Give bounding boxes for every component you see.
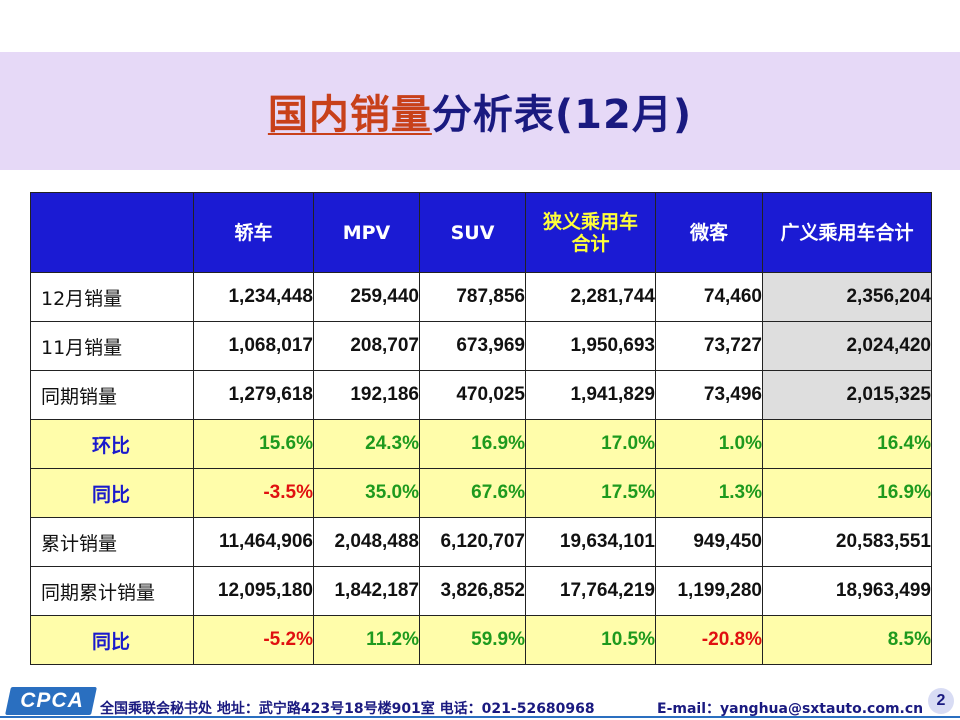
table-cell: 2,024,420 [762, 321, 932, 371]
table-cell: 74,460 [655, 272, 763, 322]
row-label: 12月销量 [30, 272, 194, 322]
table-cell: 1.0% [655, 419, 763, 469]
table-cell: 192,186 [313, 370, 420, 420]
row-label: 同期销量 [30, 370, 194, 420]
footer-rule [0, 716, 960, 718]
table-cell: -5.2% [193, 615, 314, 665]
sales-table: 轿车 MPV SUV 狭义乘用车 合计 微客 广义乘用车合计 12月销量 1,234… [30, 192, 932, 665]
table-cell: 73,496 [655, 370, 763, 420]
col-header-minivan: 微客 [655, 192, 763, 273]
table-cell: 11,464,906 [193, 517, 314, 567]
table-cell: 208,707 [313, 321, 420, 371]
table-cell: 16.4% [762, 419, 932, 469]
cpca-logo-text: CPCA [20, 689, 84, 712]
table-row: 同期累计销量 12,095,180 1,842,187 3,826,852 17,764… [30, 566, 932, 616]
table-cell: 17,764,219 [525, 566, 656, 616]
col-header-narrow-total: 狭义乘用车 合计 [525, 192, 656, 273]
table-cell: 1,941,829 [525, 370, 656, 420]
table-cell: 15.6% [193, 419, 314, 469]
col-header-suv: SUV [419, 192, 526, 273]
table-body: 12月销量 1,234,448 259,440 787,856 2,281,744 74,… [30, 272, 932, 665]
table-cell: 6,120,707 [419, 517, 526, 567]
table-row: 12月销量 1,234,448 259,440 787,856 2,281,744 74,… [30, 272, 932, 322]
table-cell: 73,727 [655, 321, 763, 371]
table-cell: 19,634,101 [525, 517, 656, 567]
narrow-total-line2: 合计 [571, 232, 610, 255]
col-header-mpv: MPV [313, 192, 420, 273]
table-cell: 24.3% [313, 419, 420, 469]
row-label: 环比 [30, 419, 194, 469]
table-cell: 59.9% [419, 615, 526, 665]
table-cell: 673,969 [419, 321, 526, 371]
table-row: 同比 -3.5% 35.0% 67.6% 17.5% 1.3% 16.9% [30, 468, 932, 518]
table-cell: 1,068,017 [193, 321, 314, 371]
table-row: 同期销量 1,279,618 192,186 470,025 1,941,829 73,4… [30, 370, 932, 420]
footer-address: 全国乘联会秘书处 地址：武宁路423号18号楼901室 电话：021-52680… [100, 701, 595, 717]
table-cell: 1.3% [655, 468, 763, 518]
table-cell: 8.5% [762, 615, 932, 665]
col-header-broad-total: 广义乘用车合计 [762, 192, 932, 273]
table-cell: 67.6% [419, 468, 526, 518]
table-cell: 11.2% [313, 615, 420, 665]
table-cell: 17.0% [525, 419, 656, 469]
table-cell: 470,025 [419, 370, 526, 420]
table-row: 环比 15.6% 24.3% 16.9% 17.0% 1.0% 16.4% [30, 419, 932, 469]
col-header-sedan: 轿车 [193, 192, 314, 273]
table-cell: 2,015,325 [762, 370, 932, 420]
row-label: 同比 [30, 468, 194, 518]
title-highlight: 国内销量 [267, 92, 432, 138]
row-label: 同期累计销量 [30, 566, 194, 616]
table-cell: 20,583,551 [762, 517, 932, 567]
table-cell: 1,234,448 [193, 272, 314, 322]
header-corner [30, 192, 194, 273]
table-cell: 1,950,693 [525, 321, 656, 371]
page-title: 国内销量分析表(12月) [0, 82, 960, 140]
table-cell: 12,095,180 [193, 566, 314, 616]
table-cell: 17.5% [525, 468, 656, 518]
table-row: 11月销量 1,068,017 208,707 673,969 1,950,693 73,… [30, 321, 932, 371]
table-cell: 787,856 [419, 272, 526, 322]
table-cell: 3,826,852 [419, 566, 526, 616]
title-rest: 分析表(12月) [431, 92, 693, 138]
row-label: 同比 [30, 615, 194, 665]
table-row: 同比 -5.2% 11.2% 59.9% 10.5% -20.8% 8.5% [30, 615, 932, 665]
table-cell: 2,356,204 [762, 272, 932, 322]
row-label: 累计销量 [30, 517, 194, 567]
page-number: 2 [928, 688, 954, 714]
title-band [0, 52, 960, 170]
table-cell: 16.9% [762, 468, 932, 518]
table-cell: 16.9% [419, 419, 526, 469]
table-cell: 2,048,488 [313, 517, 420, 567]
narrow-total-line1: 狭义乘用车 [542, 210, 638, 233]
table-cell: 35.0% [313, 468, 420, 518]
table-cell: 2,281,744 [525, 272, 656, 322]
footer-email: E-mail：yanghua@sxtauto.com.cn [657, 701, 924, 717]
table-cell: 259,440 [313, 272, 420, 322]
table-cell: 1,279,618 [193, 370, 314, 420]
table-cell: -3.5% [193, 468, 314, 518]
table-cell: 18,963,499 [762, 566, 932, 616]
row-label: 11月销量 [30, 321, 194, 371]
table-cell: 10.5% [525, 615, 656, 665]
table-cell: 949,450 [655, 517, 763, 567]
table-cell: 1,199,280 [655, 566, 763, 616]
table-cell: 1,842,187 [313, 566, 420, 616]
table-row: 累计销量 11,464,906 2,048,488 6,120,707 19,634,1… [30, 517, 932, 567]
table-header-row: 轿车 MPV SUV 狭义乘用车 合计 微客 广义乘用车合计 [30, 192, 932, 273]
table-cell: -20.8% [655, 615, 763, 665]
